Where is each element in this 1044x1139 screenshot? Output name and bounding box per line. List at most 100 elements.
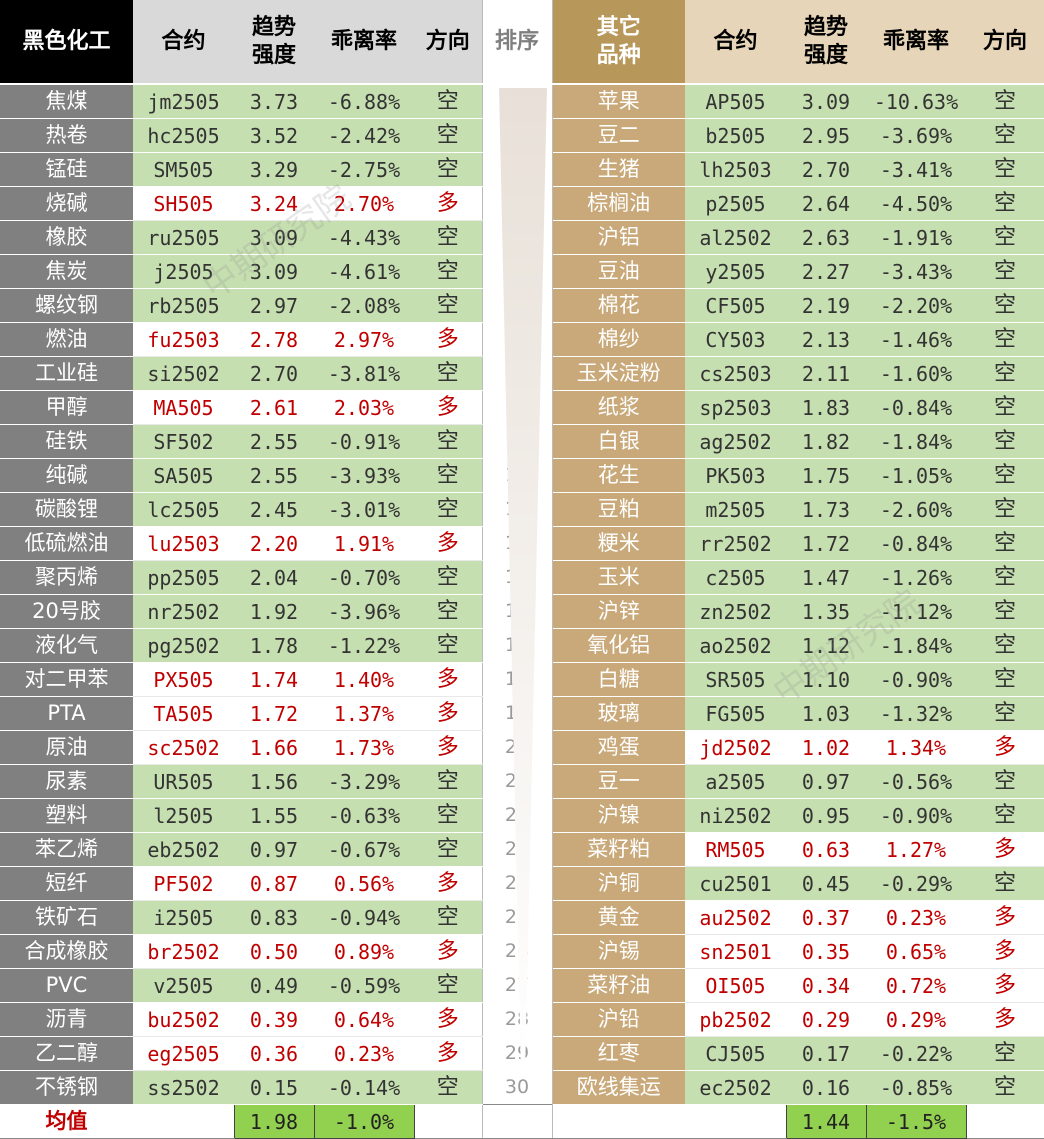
header-deviation-right: 乖离率: [866, 0, 966, 85]
left-trend-strength: 1.74: [234, 662, 314, 697]
right-commodity-name: 鸡蛋: [552, 730, 685, 765]
left-contract-code: SA505: [133, 458, 234, 493]
rank-number: 29: [481, 1036, 553, 1071]
right-commodity-name: 纸浆: [552, 390, 685, 425]
right-deviation-rate: -1.60%: [866, 356, 966, 391]
right-contract-code: au2502: [685, 900, 786, 935]
right-trend-strength: 0.63: [786, 832, 866, 867]
left-deviation-rate: 1.40%: [314, 662, 414, 697]
right-deviation-rate: -2.60%: [866, 492, 966, 527]
left-deviation-rate: 1.73%: [314, 730, 414, 765]
table-row: 沥青 bu2502 0.39 0.64% 多 28 沪铅 pb2502 0.29 0.29% 多: [0, 1002, 1044, 1037]
left-direction: 空: [414, 968, 482, 1003]
left-commodity-name: 乙二醇: [0, 1036, 133, 1071]
header-row: 黑色化工 合约 趋势 强度 乖离率 方向 排序 其它 品种 合约 趋势 强度 乖离率 …: [0, 0, 1044, 85]
rank-number: 17: [481, 628, 553, 663]
left-deviation-rate: -1.22%: [314, 628, 414, 663]
right-contract-code: ec2502: [685, 1070, 786, 1105]
left-commodity-name: 热卷: [0, 118, 133, 153]
right-deviation-rate: 0.23%: [866, 900, 966, 935]
average-empty-cell: [966, 1104, 1044, 1139]
rank-number: 13: [481, 492, 553, 527]
right-direction: 空: [966, 220, 1044, 255]
left-commodity-name: 锰硅: [0, 152, 133, 187]
left-commodity-name: 不锈钢: [0, 1070, 133, 1105]
table-row: 纯碱 SA505 2.55 -3.93% 空 12 花生 PK503 1.75 -1.05% 空: [0, 458, 1044, 493]
left-contract-code: sc2502: [133, 730, 234, 765]
left-direction: 空: [414, 84, 482, 119]
left-trend-strength: 2.97: [234, 288, 314, 323]
left-contract-code: fu2503: [133, 322, 234, 357]
right-direction: 空: [966, 254, 1044, 289]
right-direction: 空: [966, 322, 1044, 357]
left-contract-code: eg2505: [133, 1036, 234, 1071]
left-deviation-rate: -3.29%: [314, 764, 414, 799]
left-trend-strength: 2.55: [234, 458, 314, 493]
right-trend-strength: 2.63: [786, 220, 866, 255]
right-deviation-rate: -3.43%: [866, 254, 966, 289]
right-commodity-name: 豆二: [552, 118, 685, 153]
right-commodity-name: 玻璃: [552, 696, 685, 731]
left-commodity-name: 聚丙烯: [0, 560, 133, 595]
left-commodity-name: 硅铁: [0, 424, 133, 459]
right-contract-code: RM505: [685, 832, 786, 867]
left-direction: 空: [414, 118, 482, 153]
left-contract-code: v2505: [133, 968, 234, 1003]
rank-number: 9: [481, 356, 553, 391]
right-commodity-name: 棉纱: [552, 322, 685, 357]
left-contract-code: ru2505: [133, 220, 234, 255]
right-trend-strength: 1.02: [786, 730, 866, 765]
right-deviation-rate: 1.27%: [866, 832, 966, 867]
left-trend-strength: 0.39: [234, 1002, 314, 1037]
left-direction: 空: [414, 152, 482, 187]
left-trend-strength: 0.83: [234, 900, 314, 935]
left-direction: 空: [414, 900, 482, 935]
table-row: 不锈钢 ss2502 0.15 -0.14% 空 30 欧线集运 ec2502 0.16 -0.8…: [0, 1070, 1044, 1105]
average-empty-cell: [133, 1104, 234, 1139]
table-row: 液化气 pg2502 1.78 -1.22% 空 17 氧化铝 ao2502 1.12 -1.84…: [0, 628, 1044, 663]
rank-number: 3: [481, 152, 553, 187]
table-row: 低硫燃油 lu2503 2.20 1.91% 多 14 粳米 rr2502 1.72 -0.84%…: [0, 526, 1044, 561]
rank-number: 21: [481, 764, 553, 799]
right-commodity-name: 沪铜: [552, 866, 685, 901]
left-contract-code: TA505: [133, 696, 234, 731]
left-direction: 空: [414, 628, 482, 663]
left-trend-strength: 3.29: [234, 152, 314, 187]
left-deviation-rate: -0.63%: [314, 798, 414, 833]
left-commodity-name: 液化气: [0, 628, 133, 663]
right-direction: 空: [966, 118, 1044, 153]
left-direction: 空: [414, 220, 482, 255]
rank-number: 14: [481, 526, 553, 561]
left-trend-strength: 3.52: [234, 118, 314, 153]
rank-number: 23: [481, 832, 553, 867]
right-contract-code: m2505: [685, 492, 786, 527]
right-direction: 多: [966, 730, 1044, 765]
left-deviation-rate: -2.08%: [314, 288, 414, 323]
left-trend-strength: 2.04: [234, 560, 314, 595]
left-trend-strength: 1.78: [234, 628, 314, 663]
right-trend-strength: 1.82: [786, 424, 866, 459]
left-direction: 空: [414, 288, 482, 323]
table-row: 焦炭 j2505 3.09 -4.61% 空 6 豆油 y2505 2.27 -3.43% 空: [0, 254, 1044, 289]
left-contract-code: pp2505: [133, 560, 234, 595]
left-contract-code: lc2505: [133, 492, 234, 527]
right-trend-strength: 2.19: [786, 288, 866, 323]
rank-number: 15: [481, 560, 553, 595]
left-commodity-name: 原油: [0, 730, 133, 765]
header-left-category: 黑色化工: [0, 0, 133, 85]
left-deviation-rate: 0.89%: [314, 934, 414, 969]
left-direction: 空: [414, 594, 482, 629]
left-deviation-rate: 0.64%: [314, 1002, 414, 1037]
left-deviation-rate: -4.61%: [314, 254, 414, 289]
right-direction: 多: [966, 968, 1044, 1003]
right-commodity-name: 豆一: [552, 764, 685, 799]
right-commodity-name: 沪锌: [552, 594, 685, 629]
right-direction: 空: [966, 424, 1044, 459]
right-direction: 多: [966, 900, 1044, 935]
table-row: 碳酸锂 lc2505 2.45 -3.01% 空 13 豆粕 m2505 1.73 -2.60% 空: [0, 492, 1044, 527]
left-trend-strength: 1.66: [234, 730, 314, 765]
left-deviation-rate: -2.42%: [314, 118, 414, 153]
right-commodity-name: 菜籽粕: [552, 832, 685, 867]
left-deviation-rate: -3.01%: [314, 492, 414, 527]
right-trend-strength: 0.95: [786, 798, 866, 833]
